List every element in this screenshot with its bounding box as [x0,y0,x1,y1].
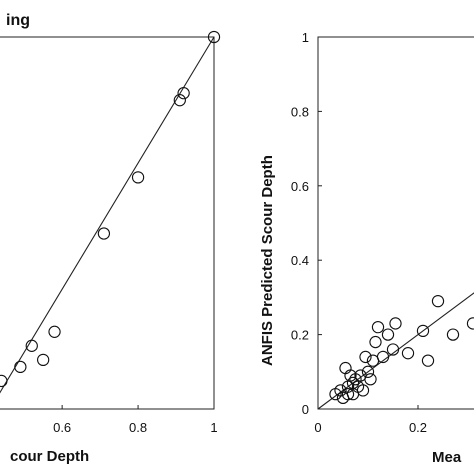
right-y-tick-label: 0.4 [291,253,309,268]
right-data-point [349,373,362,386]
right-data-point [369,335,382,349]
right-y-ticks: 0 0.2 0.4 0.6 0.8 1 [291,30,322,417]
right-data-point [341,387,355,401]
right-data-point [371,321,385,334]
right-data-point [389,317,402,330]
right-x-ticks: 0 0.2 [314,405,427,435]
right-data-point [431,294,445,308]
right-data-point [466,317,474,330]
left-data-point [207,30,221,44]
left-x-tick-label: 0.6 [53,420,71,435]
right-data-point [364,373,377,386]
left-fit-line [0,36,215,394]
right-plot-content [317,292,474,410]
left-x-tick-label: 1 [210,420,217,435]
right-data-point [381,328,395,341]
right-data-point [416,324,430,338]
right-plot: 0 0.2 00.20.40.60.81 ANFIS Predicted Scou… [259,30,474,466]
right-data-point [361,365,375,378]
right-fit-line [317,292,474,410]
right-y-tick-label: 0 [302,402,309,417]
right-plot-frame [317,36,474,410]
left-data-point [97,227,111,240]
right-y-axis-label: ANFIS Predicted Scour Depth [259,155,276,366]
left-data-point [25,339,38,352]
left-data-point [48,325,61,338]
right-data-point [421,354,435,367]
right-x-tick-label: 0 [314,420,321,435]
right-data-point [356,384,370,397]
right-data-point [446,328,460,341]
right-data-point [386,343,400,356]
right-data-point [334,384,347,397]
left-data-point [131,171,145,184]
left-x-tick-label: 0.8 [129,420,147,435]
right-y-tick-label: 0.8 [291,104,309,119]
left-x-axis-label: cour Depth [10,448,89,465]
left-data-point [0,374,8,388]
left-plot-title: ing [6,12,30,29]
right-x-axis-label: Mea [432,449,462,466]
left-x-ticks: 0.6 0.8 1 [53,405,218,435]
left-data-point [173,94,186,107]
right-data-point [359,350,372,364]
left-plot-content [0,30,221,394]
left-data-point [14,360,27,374]
right-x-tick-label: 0.2 [409,420,427,435]
left-data-point [177,87,190,100]
right-y-tick-label: 0.2 [291,328,309,343]
right-y-tick-label: 1 [302,30,309,45]
left-data-point [37,353,50,367]
right-y-tick-label: 0.6 [291,179,309,194]
left-plot-frame [0,36,215,410]
right-data-point [401,347,415,360]
right-data-point [376,350,390,364]
left-plot: ing 0.6 0.8 1 cour Depth [0,12,221,465]
